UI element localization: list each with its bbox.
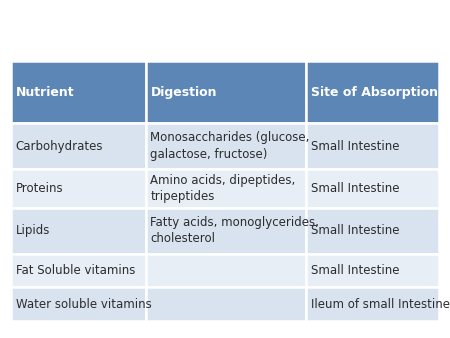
Text: Digestion: Digestion [150,86,217,99]
Bar [146,123,306,169]
Bar [146,169,306,208]
Bar [11,287,146,321]
Bar [306,287,439,321]
Bar [11,61,146,123]
Bar [11,208,146,254]
Bar [146,208,306,254]
Bar [306,169,439,208]
Text: Fatty acids, monoglycerides,
cholesterol: Fatty acids, monoglycerides, cholesterol [150,216,320,245]
Text: Fat Soluble vitamins: Fat Soluble vitamins [16,264,135,277]
Text: Small Intestine: Small Intestine [310,140,399,153]
Bar [306,123,439,169]
Text: Proteins: Proteins [16,182,63,195]
Text: Small Intestine: Small Intestine [310,224,399,237]
Bar [146,254,306,287]
Text: Lipids: Lipids [16,224,50,237]
Bar [306,208,439,254]
Text: Small Intestine: Small Intestine [310,264,399,277]
Text: Ileum of small Intestine: Ileum of small Intestine [310,298,450,311]
Text: Monosaccharides (glucose,
galactose, fructose): Monosaccharides (glucose, galactose, fru… [150,131,310,161]
Bar [306,254,439,287]
Bar [306,61,439,123]
Bar [146,61,306,123]
Text: Amino acids, dipeptides,
tripeptides: Amino acids, dipeptides, tripeptides [150,174,296,203]
Text: Small Intestine: Small Intestine [310,182,399,195]
Bar [11,123,146,169]
Bar [146,287,306,321]
Text: Site of Absorption: Site of Absorption [310,86,438,99]
Text: Nutrient: Nutrient [16,86,74,99]
Text: Water soluble vitamins: Water soluble vitamins [16,298,152,311]
Text: Carbohydrates: Carbohydrates [16,140,103,153]
Bar [11,254,146,287]
Bar [11,169,146,208]
